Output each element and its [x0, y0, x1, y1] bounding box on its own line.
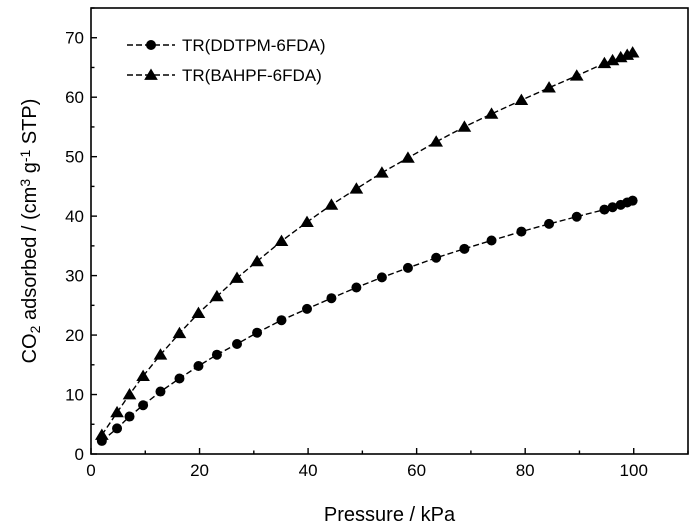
ticks-layer: 0 20 40 60 80 100 0 10 20 30 40 50 60 70 [65, 7, 689, 480]
data-point [174, 373, 185, 384]
data-point [326, 293, 337, 304]
y-axis-title: CO2 adsorbed / (cm3 g-1 STP) [17, 99, 43, 364]
x-axis-title: Pressure / kPa [324, 504, 456, 526]
data-point [625, 46, 640, 58]
data-point [484, 107, 499, 119]
data-point [429, 135, 443, 147]
y-tick-label: 20 [65, 326, 84, 345]
y-tick-label: 50 [65, 148, 84, 167]
data-point [324, 198, 339, 210]
y-tick-label: 70 [65, 29, 84, 48]
data-point [276, 315, 287, 326]
data-point [110, 405, 124, 418]
data-point [230, 271, 244, 283]
data-point [250, 254, 264, 267]
legend: TR(DDTPM-6FDA) TR(BAHPF-6FDA) [127, 36, 326, 85]
data-point [627, 195, 638, 206]
legend-label: TR(BAHPF-6FDA) [182, 66, 322, 85]
x-tick-label: 100 [620, 461, 648, 480]
data-point [569, 69, 584, 81]
data-point [402, 262, 413, 273]
data-point [172, 326, 187, 339]
data-point [375, 166, 389, 178]
data-point [138, 400, 149, 411]
series-0 [96, 195, 638, 446]
data-point [349, 182, 364, 194]
data-point [191, 306, 206, 318]
data-point [252, 327, 263, 338]
data-point [122, 388, 137, 400]
y-axis-title-middle2: g [19, 162, 41, 179]
data-point [571, 211, 582, 222]
series-line [101, 200, 633, 442]
series-layer [95, 46, 640, 446]
legend-label: TR(DDTPM-6FDA) [182, 36, 326, 55]
data-point [124, 411, 135, 422]
x-tick-label: 60 [407, 461, 426, 480]
axis-frame [90, 7, 689, 455]
data-point [351, 282, 362, 293]
data-point [457, 120, 472, 132]
data-point [486, 235, 497, 246]
x-tick-label: 80 [516, 461, 535, 480]
data-point [376, 272, 387, 283]
data-point [95, 428, 109, 440]
data-point [112, 423, 123, 434]
data-point [597, 56, 612, 69]
x-tick-label: 40 [299, 461, 318, 480]
data-point [459, 243, 470, 254]
data-point [193, 360, 204, 371]
y-tick-label: 60 [65, 88, 84, 107]
data-point [210, 289, 224, 302]
x-tick-label: 0 [86, 461, 95, 480]
y-axis-title-middle: adsorbed / (cm [19, 187, 41, 326]
data-point [302, 303, 313, 314]
data-point [274, 234, 289, 246]
data-point [136, 369, 150, 381]
plot-area: 0 20 40 60 80 100 0 10 20 30 40 50 60 70 [65, 7, 689, 480]
data-point [431, 252, 442, 263]
data-point [155, 386, 166, 397]
data-point [300, 215, 314, 227]
data-point [599, 204, 610, 215]
y-tick-label: 10 [65, 386, 84, 405]
series-1 [95, 46, 640, 440]
y-axis-title-sup1: 3 [17, 179, 33, 187]
x-tick-label: 20 [190, 461, 209, 480]
y-axis-title-sub: 2 [27, 325, 43, 333]
data-point [607, 202, 618, 213]
data-point [401, 151, 415, 163]
data-point [516, 226, 527, 237]
data-point [544, 218, 555, 229]
y-axis-title-prefix: CO [19, 333, 41, 363]
data-point [514, 93, 529, 106]
series-line [101, 51, 633, 436]
legend-marker [146, 40, 156, 50]
data-point [605, 53, 620, 66]
data-point [231, 338, 242, 349]
data-point [211, 349, 222, 360]
y-tick-label: 0 [75, 445, 84, 464]
data-point [542, 81, 556, 93]
y-axis-title-suffix: STP) [19, 99, 41, 150]
y-tick-label: 40 [65, 207, 84, 226]
y-tick-label: 30 [65, 267, 84, 286]
legend-marker [144, 68, 158, 80]
y-axis-title-sup2: -1 [17, 150, 33, 163]
data-point [153, 348, 168, 360]
